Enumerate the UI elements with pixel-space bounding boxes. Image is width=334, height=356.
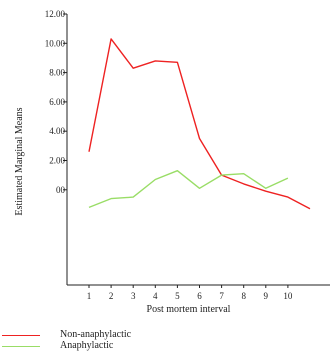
y-tick-label: 00 (56, 185, 66, 195)
x-tick-label: 7 (219, 291, 224, 301)
x-tick-label: 8 (241, 291, 246, 301)
x-tick-label: 3 (131, 291, 136, 301)
legend-label-anaphylactic: Anaphylactic (60, 340, 114, 351)
x-tick-label: 10 (283, 291, 293, 301)
y-axis-title: Estimated Marginal Means (14, 107, 25, 215)
legend-swatch-anaphylactic (2, 346, 40, 347)
legend-item-non-anaphylactic: Non-anaphylactic (0, 329, 200, 341)
x-axis-title: Post mortem interval (147, 304, 231, 315)
y-tick-label: 4.00 (49, 126, 65, 136)
y-tick-label: 10.00 (45, 38, 66, 48)
x-tick-label: 9 (264, 291, 269, 301)
x-tick-label: 5 (175, 291, 180, 301)
legend: Non-anaphylactic Anaphylactic (0, 329, 200, 352)
series-line-anaphylactic (88, 169, 289, 209)
x-tick-label: 2 (109, 291, 114, 301)
legend-item-anaphylactic: Anaphylactic (0, 340, 200, 352)
series-line-non-anaphylactic (88, 38, 311, 210)
x-tick-label: 4 (153, 291, 158, 301)
y-tick-label: 8.00 (49, 68, 65, 78)
y-tick-label: 2.00 (49, 155, 65, 165)
x-axis-ticks: 1 2 3 4 5 6 7 8 9 10 (87, 285, 293, 301)
x-tick-label: 6 (197, 291, 202, 301)
legend-label-non-anaphylactic: Non-anaphylactic (60, 329, 132, 340)
x-tick-label: 1 (87, 291, 92, 301)
series-layer (88, 38, 311, 210)
y-tick-label: 6.00 (49, 97, 65, 107)
y-axis-ticks: 12.00 10.00 8.00 6.00 4.00 2.00 00 (45, 9, 67, 195)
y-tick-label: 12.00 (45, 9, 66, 19)
legend-swatch-non-anaphylactic (2, 335, 40, 336)
